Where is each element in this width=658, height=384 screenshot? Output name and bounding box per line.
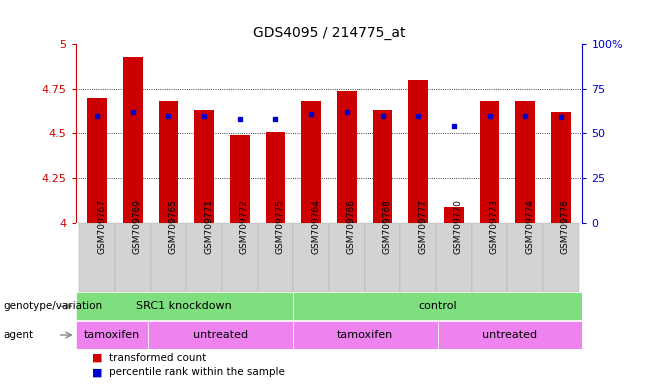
Text: untreated: untreated [193,330,248,340]
Bar [151,223,186,292]
Text: control: control [418,301,457,311]
Bar [436,223,472,292]
Text: ■: ■ [92,353,103,363]
Bar [293,293,582,320]
Bar [372,110,392,223]
Bar [438,321,582,349]
Text: GSM709770: GSM709770 [454,199,463,254]
Text: tamoxifen: tamoxifen [84,330,140,340]
Bar [543,223,579,292]
Bar [76,321,148,349]
Bar [472,223,507,292]
Text: GSM709771: GSM709771 [204,199,213,254]
Bar [480,101,499,223]
Bar [329,223,365,292]
Text: GSM709773: GSM709773 [490,199,499,254]
Bar [400,223,436,292]
Bar [76,293,293,320]
Text: GSM709772: GSM709772 [240,199,249,253]
Text: GSM709768: GSM709768 [382,199,392,254]
Text: GSM709777: GSM709777 [418,199,427,254]
Bar [258,223,293,292]
Text: tamoxifen: tamoxifen [337,330,393,340]
Text: genotype/variation: genotype/variation [3,301,103,311]
Bar [409,80,428,223]
Bar [266,132,286,223]
Text: agent: agent [3,330,34,340]
Text: GSM709766: GSM709766 [347,199,356,254]
Text: untreated: untreated [482,330,538,340]
Text: GSM709765: GSM709765 [168,199,178,254]
Bar [186,223,222,292]
Bar [507,223,543,292]
Bar [148,321,293,349]
Bar [159,101,178,223]
Text: GSM709767: GSM709767 [97,199,106,254]
Bar [293,223,329,292]
Bar [444,207,464,223]
Bar [301,101,321,223]
Bar [115,223,151,292]
Text: GSM709774: GSM709774 [525,199,534,253]
Bar [515,101,535,223]
Title: GDS4095 / 214775_at: GDS4095 / 214775_at [253,26,405,40]
Text: GSM709776: GSM709776 [561,199,570,254]
Bar [365,223,400,292]
Text: GSM709764: GSM709764 [311,199,320,253]
Text: ■: ■ [92,367,103,377]
Text: SRC1 knockdown: SRC1 knockdown [136,301,232,311]
Bar [79,223,115,292]
Text: percentile rank within the sample: percentile rank within the sample [109,367,284,377]
Text: GSM709769: GSM709769 [133,199,141,254]
Bar [337,91,357,223]
Bar [194,110,214,223]
Bar [551,112,570,223]
Text: GSM709775: GSM709775 [276,199,284,254]
Text: transformed count: transformed count [109,353,206,363]
Bar [293,321,438,349]
Bar [230,135,249,223]
Bar [222,223,258,292]
Bar [123,57,143,223]
Bar [88,98,107,223]
